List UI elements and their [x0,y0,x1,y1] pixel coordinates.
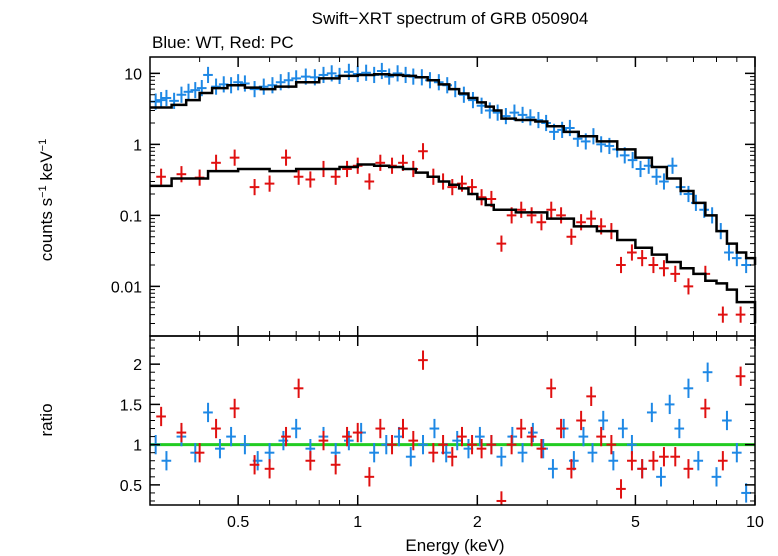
x-tick-label-3: 5 [631,514,640,531]
spectrum-ytick-label-3: 10 [124,66,142,83]
spectrum-ytick-label-1: 0.1 [120,208,142,225]
ratio-ytick-label-1: 1 [133,438,142,455]
x-tick-label-1: 1 [353,514,362,531]
spectrum-panel: 0.01 0.1 1 10 [111,56,757,337]
x-tick-label-0: 0.5 [227,514,249,531]
ratio-ytick-label-3: 2 [133,357,142,374]
chart-subtitle: Blue: WT, Red: PC [152,33,294,52]
spectrum-ytick-label-0: 0.01 [111,279,142,296]
ratio-panel: 0.5 1 1.5 2 0.5 1 2 5 10 [120,335,764,531]
spectrum-ylabel-mid: keV [37,151,56,186]
ratio-series-wt-ratio [150,362,751,503]
ratio-ytick-label-2: 1.5 [120,397,142,414]
spectrum-frame [149,56,756,337]
spectrum-ytick-label-2: 1 [133,137,142,154]
x-tick-label-2: 2 [473,514,482,531]
ratio-ytick-label-0: 0.5 [120,478,142,495]
spectrum-ylabel-main: counts s [37,198,56,261]
x-tick-label-4: 10 [746,514,764,531]
spectrum-model-wt-model [150,73,757,265]
spectrum-ylabel-sup2: −1 [37,139,49,152]
spectrum-y-axis-label: counts s−1 keV−1 [37,139,56,261]
spectrum-ylabel-sup1: −1 [37,185,49,198]
x-axis-label: Energy (keV) [405,536,504,555]
ratio-frame [149,335,756,506]
ratio-y-axis-label: ratio [37,403,56,436]
chart-title: Swift−XRT spectrum of GRB 050904 [312,9,589,28]
spectrum-model-pc-model [150,163,757,324]
ratio-series-pc-ratio [156,350,746,505]
